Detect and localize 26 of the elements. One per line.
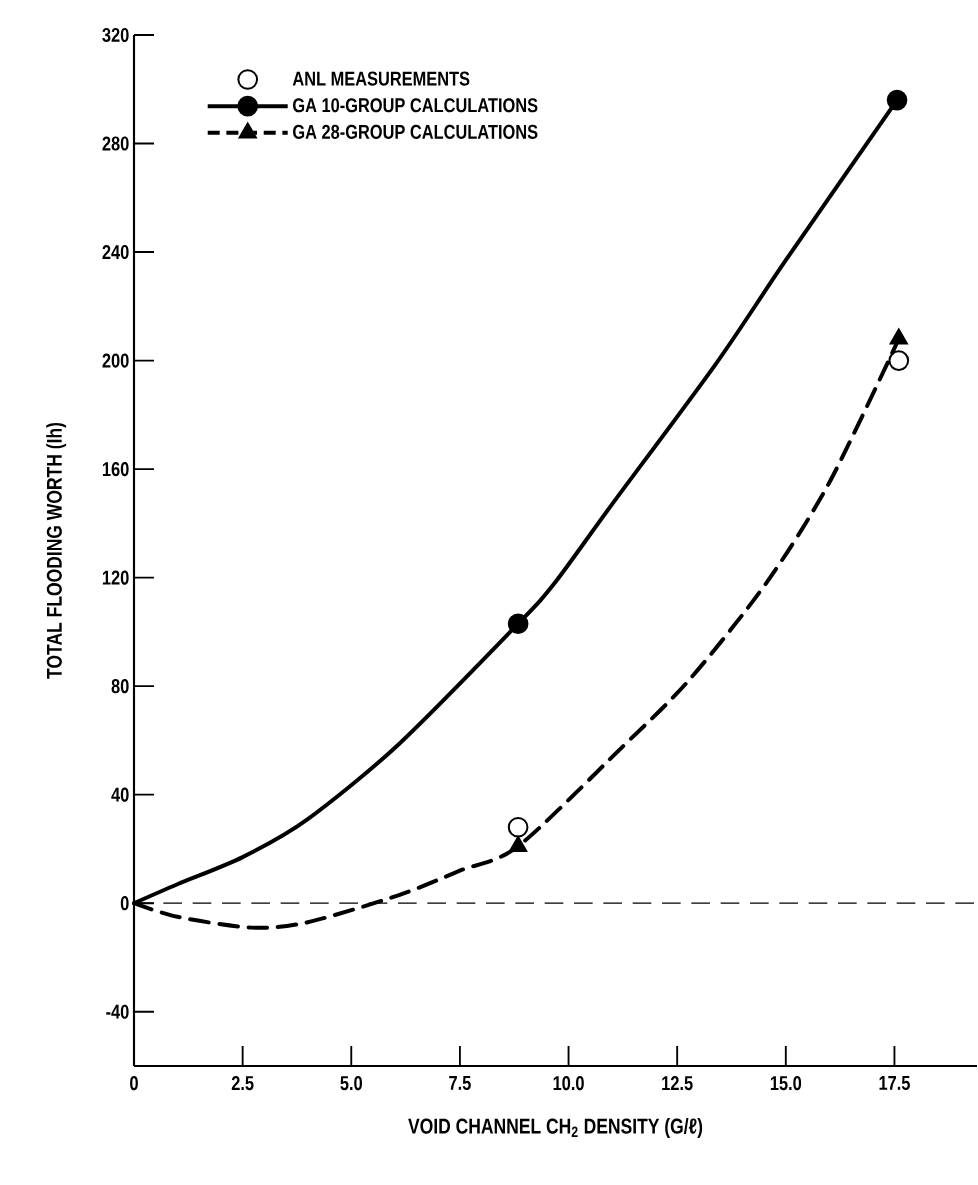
x-tick-label: 2.5 <box>231 1076 254 1091</box>
y-tick-label: 240 <box>102 244 129 260</box>
x-tick-label: 10.0 <box>553 1076 584 1091</box>
y-tick-label: 200 <box>102 353 129 368</box>
y-tick-label: 280 <box>102 136 129 151</box>
y-tick-label: 320 <box>102 27 129 43</box>
y-axis-title: TOTAL FLOODING WORTH (Ih) <box>46 422 67 679</box>
point <box>886 89 908 111</box>
y-tick-label: 40 <box>111 787 129 802</box>
x-axis-title: VOID CHANNEL CH$_{2}$ DENSITY (G/ℓ) <box>408 1118 703 1138</box>
y-tick-label: 0 <box>120 896 129 911</box>
x-tick-label: 15.0 <box>770 1076 802 1091</box>
y-tick-label: 120 <box>102 570 129 585</box>
legend-label: ANL MEASUREMENTS <box>292 71 470 86</box>
y-tick-label: 80 <box>111 679 129 694</box>
x-tick-label: 12.5 <box>662 1076 693 1091</box>
legend-label: GA 10-GROUP CALCULATIONS <box>293 98 538 113</box>
x-tick-label: 17.5 <box>879 1076 910 1090</box>
point <box>888 350 910 371</box>
x-tick-label: 5.0 <box>340 1076 362 1091</box>
y-tick-label: 160 <box>102 462 129 477</box>
point <box>507 613 529 635</box>
y-tick-label: -40 <box>106 1004 129 1019</box>
legend-label: GA 28-GROUP CALCULATIONS <box>293 124 538 139</box>
point <box>507 816 529 838</box>
x-tick-label: 7.5 <box>449 1076 471 1090</box>
